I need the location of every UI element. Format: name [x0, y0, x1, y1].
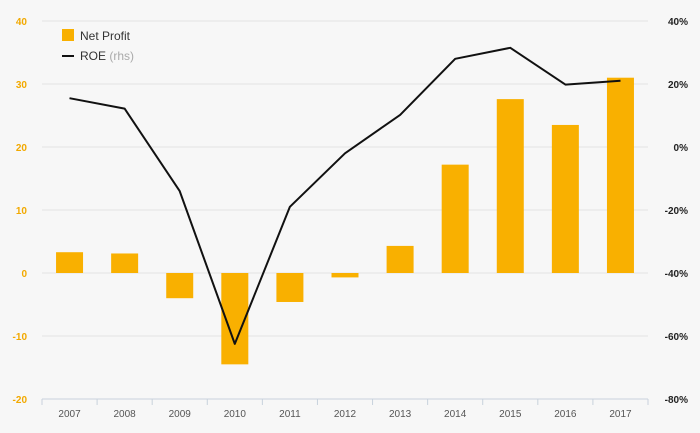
- right-axis-tick-label: -60%: [665, 332, 688, 343]
- net-profit-bar: [441, 164, 469, 273]
- legend-label-net-profit: Net Profit: [80, 29, 131, 43]
- legend-label-roe-name: ROE: [80, 49, 106, 63]
- x-axis-tick-label: 2015: [499, 409, 522, 420]
- net-profit-bar: [386, 245, 414, 273]
- x-axis: 2007 2008 2009 2010 2011 2012 2013 2014 2015 2016…: [41, 398, 649, 420]
- net-profit-bar: [56, 252, 84, 273]
- x-axis-tick-label: 2010: [224, 409, 247, 420]
- left-axis-tick-label: 40: [16, 17, 28, 28]
- net-profit-bars: [56, 77, 634, 365]
- net-profit-bar: [331, 273, 359, 278]
- left-axis-tick-label: 10: [16, 206, 28, 217]
- x-axis-tick-label: 2016: [554, 409, 577, 420]
- right-axis-tick-label: -80%: [665, 395, 688, 406]
- x-axis-tick-label: 2007: [58, 409, 81, 420]
- net-profit-bar: [606, 77, 634, 273]
- right-axis-tick-label: -40%: [665, 269, 688, 280]
- left-axis-tick-label: -20: [13, 395, 28, 406]
- x-axis-tick-label: 2008: [114, 409, 137, 420]
- legend-label-roe-suffix: (rhs): [109, 49, 134, 63]
- net-profit-bar: [551, 124, 579, 273]
- net-profit-bar: [276, 273, 304, 302]
- left-axis: 40 30 20 10 0 -10 -20: [13, 17, 28, 406]
- left-axis-tick-label: 0: [21, 269, 27, 280]
- x-axis-tick-label: 2013: [389, 409, 412, 420]
- roe-line: [69, 46, 621, 345]
- x-axis-tick-label: 2011: [279, 409, 301, 420]
- legend: Net Profit ROE (rhs): [62, 29, 134, 63]
- x-axis-tick-label: 2012: [334, 409, 357, 420]
- left-axis-tick-label: 20: [16, 143, 28, 154]
- net-profit-bar: [111, 253, 139, 273]
- right-axis: 40% 20% 0% -20% -40% -60% -80%: [665, 17, 688, 406]
- x-axis-tick-label: 2017: [609, 409, 632, 420]
- legend-swatch-net-profit: [62, 29, 74, 41]
- x-axis-tick-label: 2009: [169, 409, 192, 420]
- net-profit-bar: [496, 99, 524, 274]
- right-axis-tick-label: 20%: [668, 80, 688, 91]
- roe-line-series: [69, 46, 621, 345]
- left-axis-tick-label: 30: [16, 80, 28, 91]
- right-axis-tick-label: -20%: [665, 206, 688, 217]
- net-profit-bar: [166, 273, 194, 299]
- right-axis-tick-label: 0%: [674, 143, 689, 154]
- x-axis-tick-label: 2014: [444, 409, 467, 420]
- left-axis-tick-label: -10: [13, 332, 28, 343]
- legend-label-roe: ROE (rhs): [80, 49, 134, 63]
- right-axis-tick-label: 40%: [668, 17, 688, 28]
